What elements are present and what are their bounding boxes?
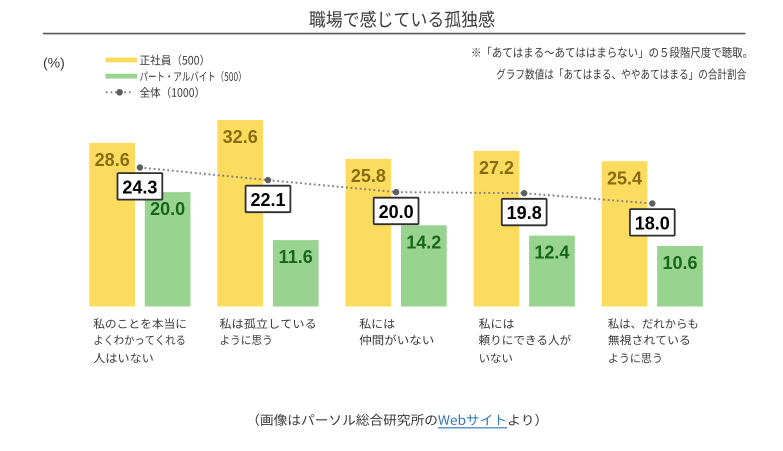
svg-text:20.0: 20.0	[150, 199, 185, 219]
svg-text:24.3: 24.3	[122, 177, 157, 197]
svg-text:27.2: 27.2	[479, 158, 514, 178]
svg-text:20.0: 20.0	[379, 202, 414, 222]
svg-text:32.6: 32.6	[223, 127, 258, 147]
svg-text:25.4: 25.4	[607, 168, 642, 188]
svg-text:22.1: 22.1	[250, 190, 285, 210]
svg-text:28.6: 28.6	[95, 150, 130, 170]
svg-text:25.8: 25.8	[351, 166, 386, 186]
svg-text:19.8: 19.8	[507, 203, 542, 223]
svg-text:(%): (%)	[43, 55, 65, 71]
svg-text:11.6: 11.6	[279, 247, 313, 267]
svg-text:14.2: 14.2	[406, 232, 441, 252]
svg-text:10.6: 10.6	[662, 253, 697, 273]
svg-text:12.4: 12.4	[534, 243, 569, 263]
svg-text:18.0: 18.0	[635, 213, 670, 233]
